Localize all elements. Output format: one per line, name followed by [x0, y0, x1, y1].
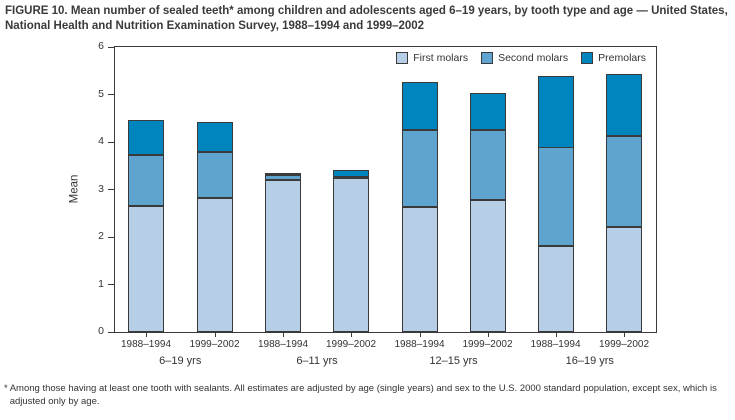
x-group-label-16-19-yrs: 16–19 yrs	[565, 355, 614, 367]
footnote-marker: *	[4, 383, 8, 394]
x-tick-mark-1	[214, 333, 216, 337]
x-tick-mark-7	[624, 333, 625, 337]
x-group-label-12-15-yrs: 12–15 yrs	[429, 355, 478, 367]
bar-segment-first-molars-4	[401, 207, 438, 332]
y-tick-mark-2	[108, 236, 114, 238]
x-category-label-0: 1988–1994	[120, 339, 172, 350]
bar-segment-premolars-7	[606, 74, 642, 136]
x-category-label-7: 1999–2002	[598, 339, 650, 350]
y-tick-label-6: 6	[98, 40, 104, 52]
bar-segment-first-molars-6	[537, 246, 574, 332]
bar-segment-first-molars-3	[333, 178, 369, 332]
y-tick-mark-3	[108, 189, 114, 190]
bar-segment-premolars-0	[128, 120, 164, 155]
bar-segment-first-molars-0	[128, 206, 164, 332]
legend-swatch-premolars-icon	[581, 52, 594, 64]
chart-legend: First molars Second molars Premolars	[396, 52, 646, 64]
y-tick-mark-6	[108, 46, 114, 48]
x-tick-mark-0	[146, 333, 147, 337]
bar-segment-first-molars-2	[265, 180, 301, 332]
y-tick-mark-5	[108, 94, 114, 95]
x-tick-mark-6	[555, 333, 557, 337]
x-tick-mark-3	[351, 333, 352, 337]
y-tick-mark-4	[108, 141, 114, 143]
x-group-label-6-11-yrs: 6–11 yrs	[296, 355, 338, 367]
bar-segment-premolars-2	[265, 173, 301, 175]
legend-entry-second-molars: Second molars	[481, 52, 568, 64]
bar-segment-second-molars-0	[128, 155, 164, 206]
legend-label-second-molars: Second molars	[498, 52, 569, 64]
x-category-label-6: 1988–1994	[530, 339, 581, 350]
y-tick-label-5: 5	[98, 87, 104, 100]
x-category-label-5: 1999–2002	[462, 339, 513, 350]
x-category-label-4: 1988–1994	[394, 339, 445, 350]
bar-segment-second-molars-5	[469, 130, 506, 200]
figure-footnote: * Among those having at least one tooth …	[4, 383, 733, 409]
y-tick-mark-1	[108, 284, 114, 285]
bar-segment-first-molars-1	[196, 198, 233, 332]
x-tick-mark-4	[419, 333, 421, 337]
bar-segment-second-molars-7	[606, 136, 642, 227]
x-tick-mark-5	[487, 333, 489, 337]
bar-segment-second-molars-4	[401, 130, 438, 207]
bar-segment-first-molars-5	[469, 200, 506, 332]
bar-segment-premolars-5	[469, 93, 506, 130]
figure-title: FIGURE 10. Mean number of sealed teeth* …	[5, 5, 728, 32]
y-tick-label-0: 0	[98, 325, 104, 337]
y-tick-label-2: 2	[98, 230, 104, 242]
legend-swatch-second-molars-icon	[481, 52, 494, 64]
x-category-label-3: 1999–2002	[325, 339, 377, 350]
y-tick-label-4: 4	[98, 135, 104, 147]
x-category-label-1: 1999–2002	[189, 339, 240, 350]
legend-swatch-first-molars-icon	[396, 52, 409, 64]
bar-segment-premolars-3	[333, 170, 369, 177]
y-tick-label-3: 3	[98, 182, 104, 195]
bar-segment-premolars-6	[537, 76, 574, 148]
y-tick-mark-0	[108, 331, 114, 333]
footnote-text: Among those having at least one tooth wi…	[9, 383, 717, 407]
legend-entry-premolars: Premolars	[581, 52, 646, 64]
bar-segment-second-molars-1	[196, 152, 233, 198]
legend-entry-first-molars: First molars	[396, 52, 468, 64]
bar-segment-premolars-1	[196, 122, 233, 152]
x-group-label-6-19-yrs: 6–19 yrs	[159, 355, 202, 367]
y-tick-label-1: 1	[98, 277, 104, 290]
x-category-label-2: 1988–1994	[257, 339, 309, 350]
legend-label-premolars: Premolars	[598, 52, 646, 64]
bar-segment-first-molars-7	[606, 227, 642, 332]
bar-segment-premolars-4	[401, 82, 438, 130]
bar-segment-second-molars-6	[537, 147, 574, 246]
bar-segment-second-molars-2	[265, 175, 301, 180]
plot-area: First molars Second molars Premolars	[114, 46, 657, 333]
legend-label-first-molars: First molars	[413, 52, 469, 64]
x-tick-mark-2	[283, 333, 284, 337]
y-axis-title: Mean	[68, 174, 80, 203]
